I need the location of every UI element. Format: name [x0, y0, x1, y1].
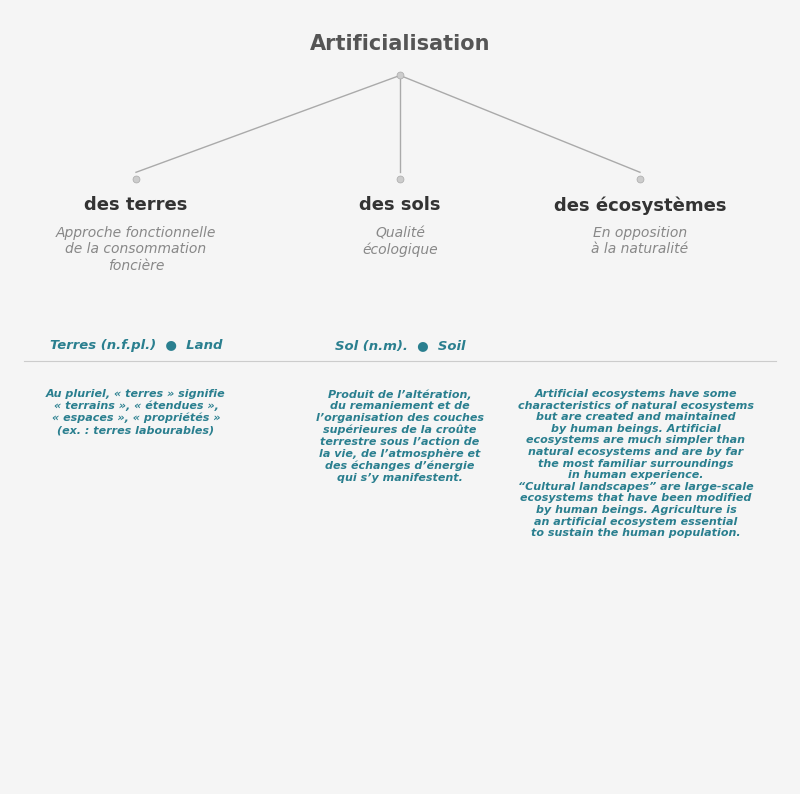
Text: Approche fonctionnelle
de la consommation
foncière: Approche fonctionnelle de la consommatio… — [56, 226, 216, 272]
Text: Artificial ecosystems have some
characteristics of natural ecosystems
but are cr: Artificial ecosystems have some characte… — [518, 389, 754, 538]
Text: Artificialisation: Artificialisation — [310, 33, 490, 54]
Text: Sol (n.m).  ●  Soil: Sol (n.m). ● Soil — [334, 339, 466, 352]
Text: Produit de l’altération,
du remaniement et de
l’organisation des couches
supérie: Produit de l’altération, du remaniement … — [316, 389, 484, 483]
Text: des sols: des sols — [359, 196, 441, 214]
Text: En opposition
à la naturalité: En opposition à la naturalité — [591, 226, 689, 256]
Text: Qualité
écologique: Qualité écologique — [362, 226, 438, 257]
Text: Au pluriel, « terres » signifie
« terrains », « étendues »,
« espaces », « propr: Au pluriel, « terres » signifie « terrai… — [46, 389, 226, 435]
Text: des terres: des terres — [84, 196, 188, 214]
Text: Terres (n.f.pl.)  ●  Land: Terres (n.f.pl.) ● Land — [50, 339, 222, 352]
Text: des écosystèmes: des écosystèmes — [554, 196, 726, 214]
